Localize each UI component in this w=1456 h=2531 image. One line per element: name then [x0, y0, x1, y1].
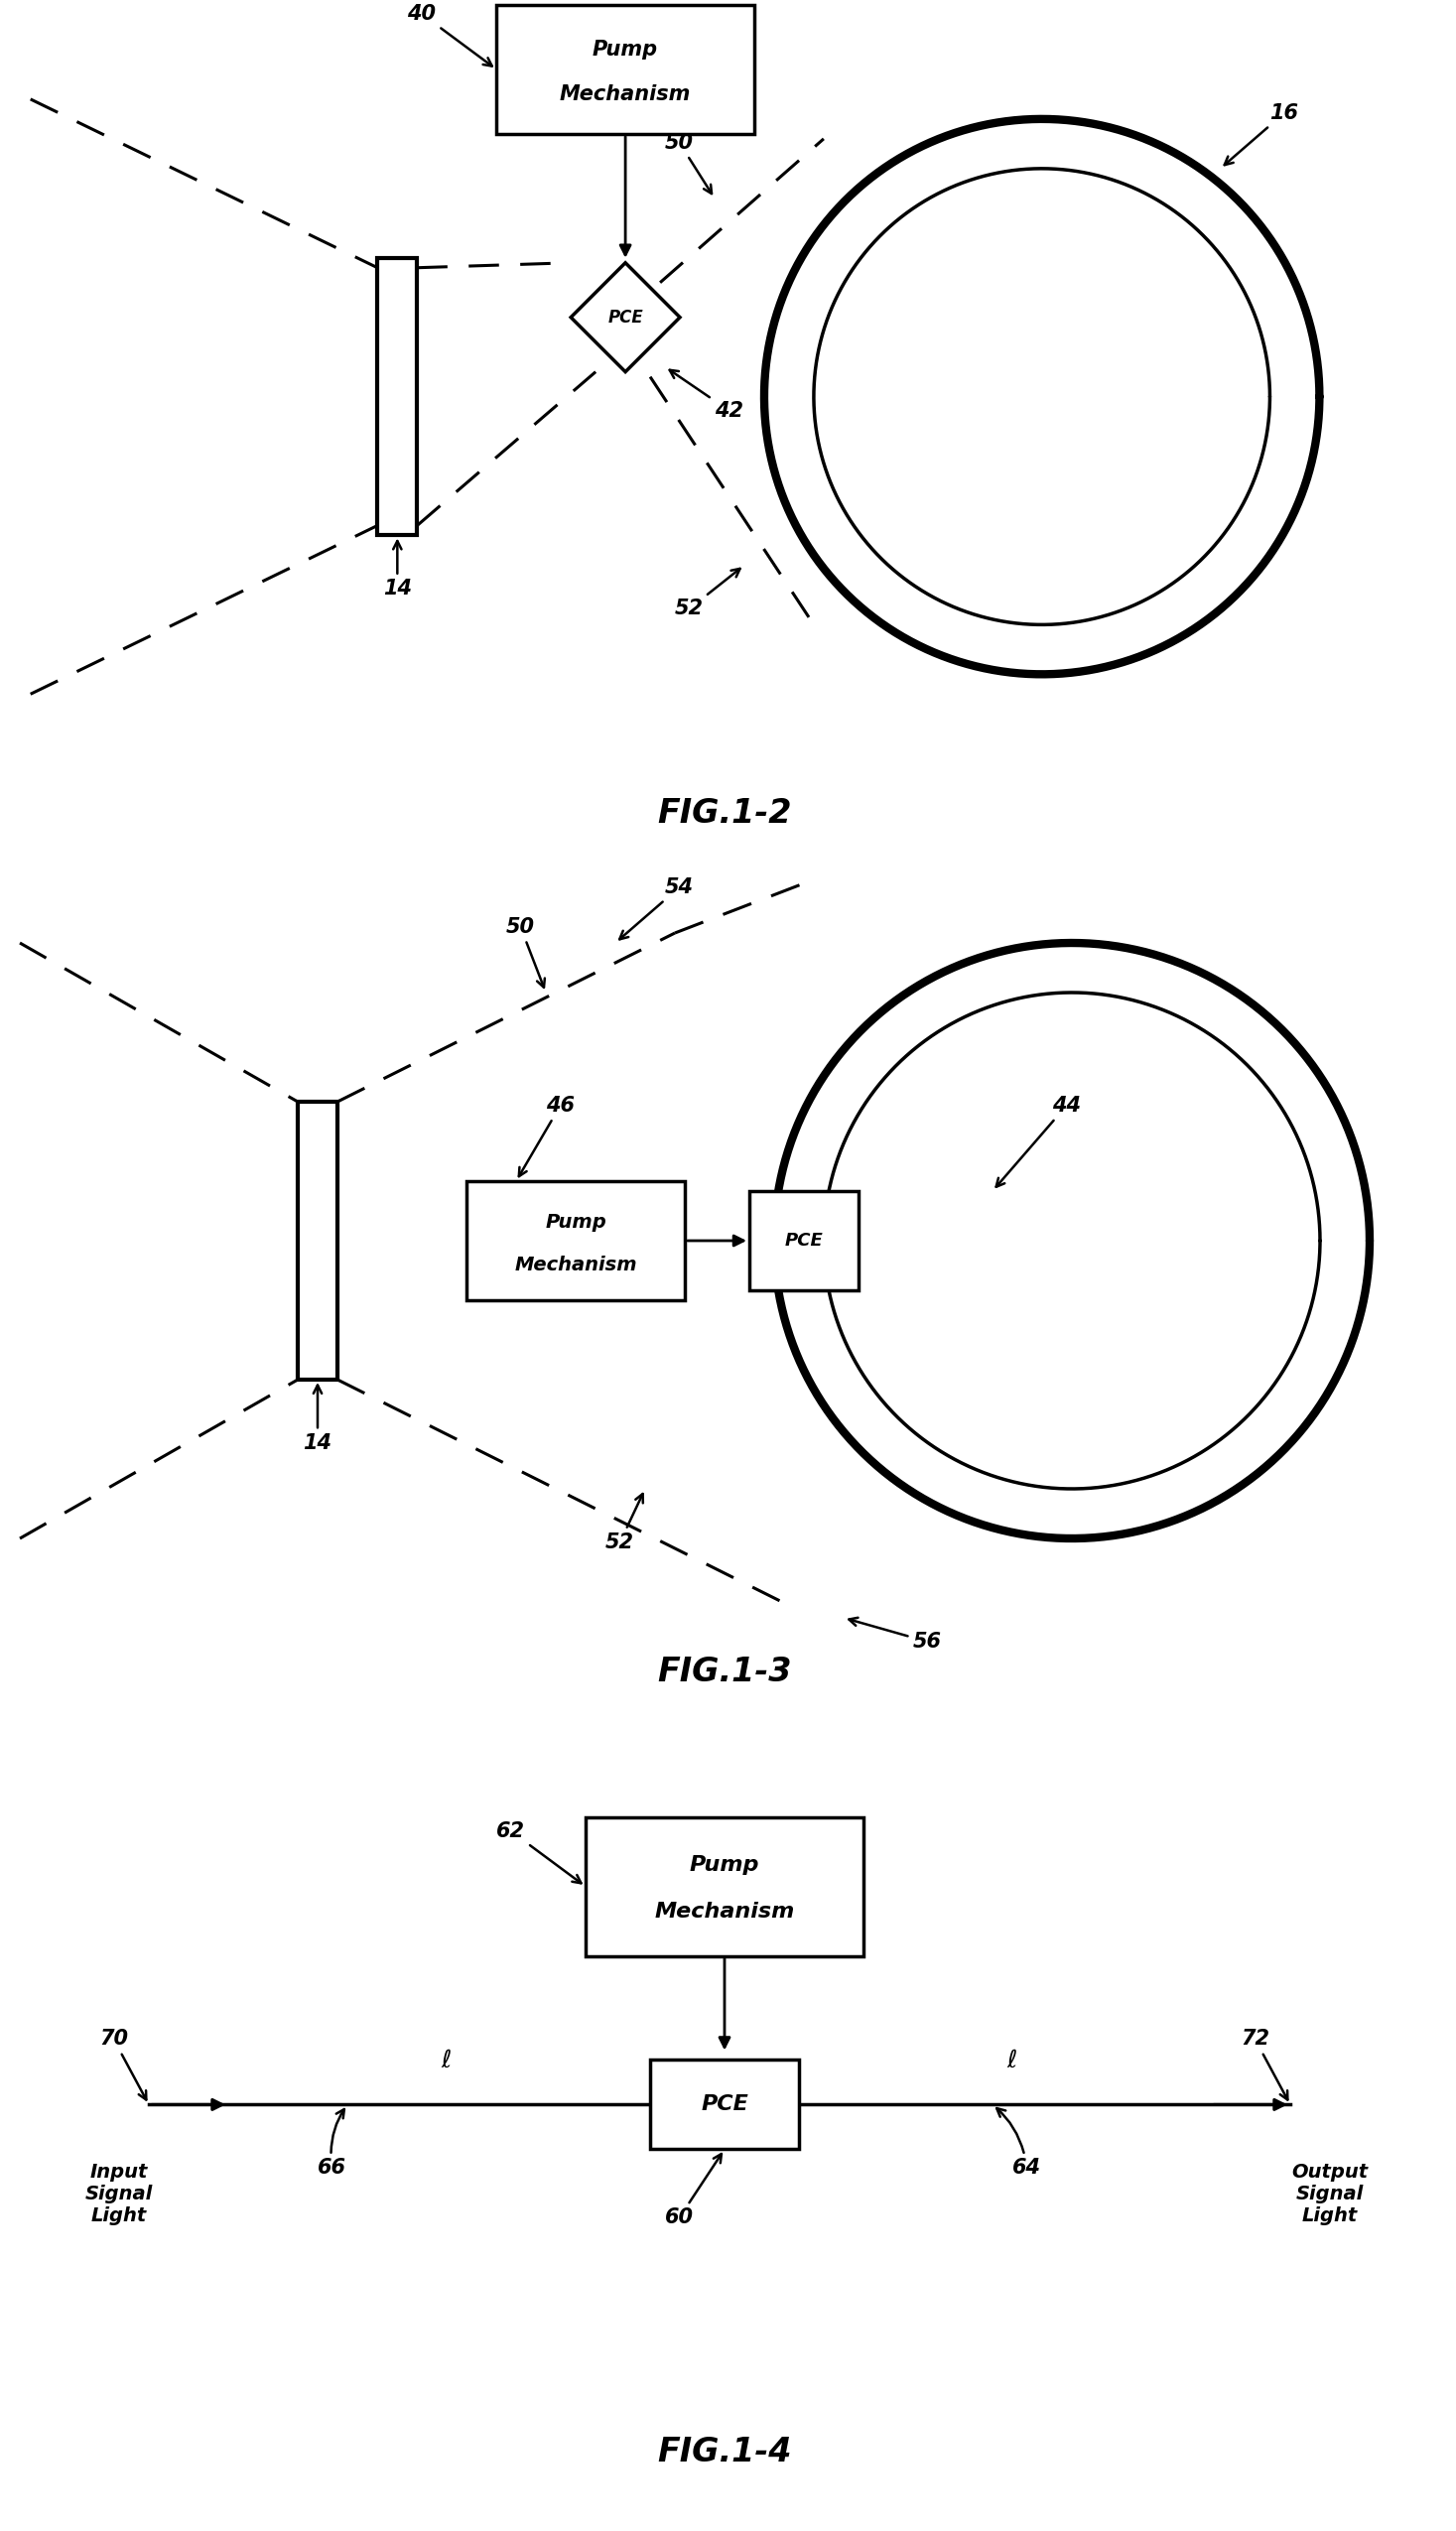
Text: Input
Signal
Light: Input Signal Light	[86, 2161, 153, 2225]
Text: Mechanism: Mechanism	[559, 84, 692, 104]
Text: $\ell$: $\ell$	[441, 2048, 453, 2073]
Text: PCE: PCE	[607, 309, 644, 326]
Bar	[649, 2060, 799, 2149]
Text: 16: 16	[1224, 104, 1299, 165]
Text: 60: 60	[665, 2154, 722, 2227]
Text: 54: 54	[620, 878, 693, 939]
Text: PCE: PCE	[785, 1233, 823, 1250]
Bar	[750, 1192, 859, 1291]
Text: 52: 52	[606, 1493, 644, 1552]
Text: 40: 40	[408, 5, 492, 66]
Text: Output
Signal
Light: Output Signal Light	[1291, 2161, 1369, 2225]
Text: Pump: Pump	[690, 1855, 760, 1875]
Text: 14: 14	[303, 1384, 332, 1453]
Text: 72: 72	[1241, 2030, 1287, 2101]
Bar	[377, 258, 418, 537]
Text: Pump: Pump	[545, 1212, 606, 1233]
Text: 64: 64	[997, 2108, 1041, 2179]
Text: 66: 66	[317, 2108, 347, 2179]
Text: 42: 42	[670, 370, 744, 420]
Bar	[466, 1182, 684, 1301]
Text: 50: 50	[665, 132, 712, 195]
Text: Mechanism: Mechanism	[654, 1901, 795, 1921]
Text: 70: 70	[99, 2030, 146, 2101]
Text: FIG.1-2: FIG.1-2	[657, 797, 792, 830]
Text: 52: 52	[676, 569, 740, 618]
Bar	[297, 1101, 338, 1379]
Text: 14: 14	[383, 542, 412, 600]
Text: 56: 56	[849, 1617, 942, 1653]
Bar	[496, 5, 754, 134]
Text: Mechanism: Mechanism	[514, 1255, 638, 1276]
Text: 44: 44	[996, 1096, 1080, 1187]
Text: PCE: PCE	[700, 2096, 748, 2113]
Text: FIG.1-4: FIG.1-4	[657, 2435, 792, 2468]
Text: 62: 62	[496, 1820, 581, 1883]
Text: 50: 50	[507, 916, 545, 987]
Text: FIG.1-3: FIG.1-3	[657, 1655, 792, 1688]
Text: 46: 46	[518, 1096, 575, 1177]
Text: Pump: Pump	[593, 40, 658, 61]
Text: $\ell$: $\ell$	[1006, 2048, 1018, 2073]
Bar	[585, 1817, 863, 1956]
Polygon shape	[571, 263, 680, 372]
